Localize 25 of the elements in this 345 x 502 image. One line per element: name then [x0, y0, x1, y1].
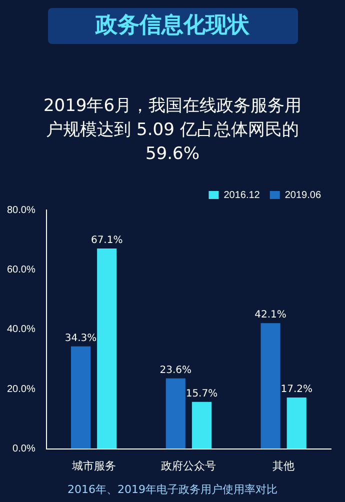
x-tick-label: 城市服务 — [70, 459, 116, 472]
data-label: 34.3% — [64, 333, 97, 344]
y-tick-label: 40.0% — [6, 324, 36, 336]
y-tick-label: 60.0% — [6, 264, 36, 276]
x-tick-label: 其他 — [272, 459, 295, 472]
legend-label: 2016.12 — [224, 190, 260, 201]
x-tick-label: 政府公众号 — [161, 459, 216, 472]
bar — [260, 323, 280, 449]
data-label: 23.6% — [160, 364, 192, 376]
data-label: 17.2% — [280, 384, 312, 396]
bar — [192, 402, 212, 449]
legend-label: 2019.06 — [284, 190, 322, 201]
text: 2016年、2019年电子政务用户使用率对比 — [66, 482, 278, 497]
bar — [70, 346, 91, 449]
y-tick-label: 0.0% — [12, 444, 36, 455]
data-label: 67.1% — [90, 235, 123, 246]
bar — [97, 248, 117, 449]
data-label: 42.1% — [254, 310, 286, 321]
bar — [166, 378, 186, 449]
data-label: 15.7% — [186, 388, 218, 400]
y-tick-label: 80.0% — [6, 204, 36, 216]
y-tick-label: 20.0% — [6, 384, 36, 395]
bar — [286, 397, 306, 449]
chart-subtitle: 2019年6月，我国在线政务服务用户规模达到 5.09 亿占总体网民的 59.6% — [42, 95, 303, 166]
chart-title: 政务信息化现状 — [48, 8, 298, 44]
